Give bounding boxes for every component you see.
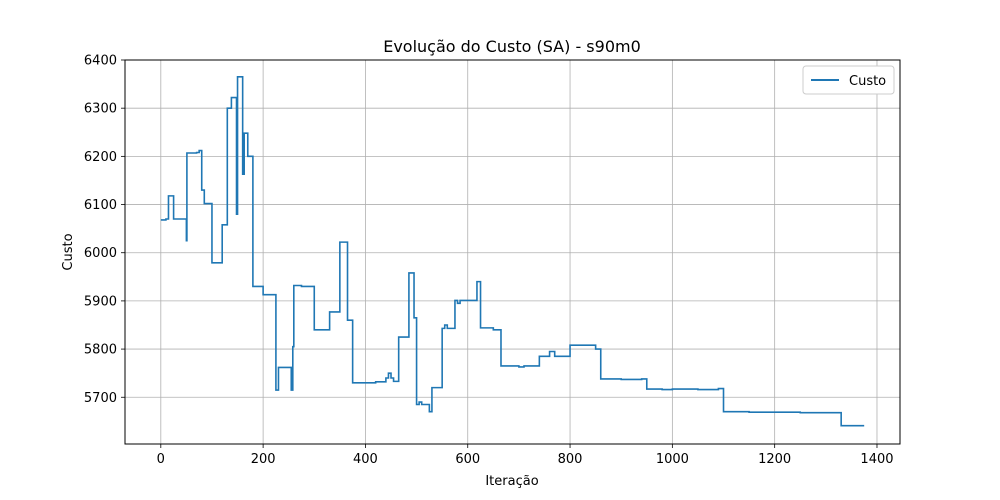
chart-title: Evolução do Custo (SA) - s90m0 [383, 37, 641, 56]
grid-lines [125, 59, 900, 444]
legend: Custo [802, 65, 895, 95]
x-tick-label: 1200 [758, 452, 791, 467]
x-tick-label: 600 [455, 452, 480, 467]
x-tick-label: 1400 [860, 452, 893, 467]
x-tick-label: 1000 [656, 452, 689, 467]
series-line-custo [160, 76, 865, 427]
x-tick-label: 400 [353, 452, 378, 467]
x-tick-label: 200 [251, 452, 276, 467]
axis-ticks: 0 200 400 600 800 1000 1200 1400 5700 5800 5900 600… [84, 54, 894, 468]
y-tick-label: 6400 [84, 54, 117, 69]
y-tick-label: 5700 [84, 391, 117, 406]
series-layer [160, 76, 865, 427]
y-tick-label: 5900 [84, 294, 117, 309]
legend-box [802, 65, 895, 95]
y-tick-label: 5800 [84, 343, 117, 358]
y-tick-label: 6200 [84, 150, 117, 165]
x-tick-label: 800 [558, 452, 583, 467]
x-tick-label: 0 [157, 452, 165, 467]
y-tick-label: 6000 [84, 246, 117, 261]
y-tick-label: 6300 [84, 102, 117, 117]
legend-label-custo: Custo [849, 74, 886, 89]
x-axis-label: Iteração [485, 474, 538, 489]
y-tick-label: 6100 [84, 198, 117, 213]
y-axis-label: Custo [61, 233, 76, 270]
plot-frame [124, 59, 901, 445]
